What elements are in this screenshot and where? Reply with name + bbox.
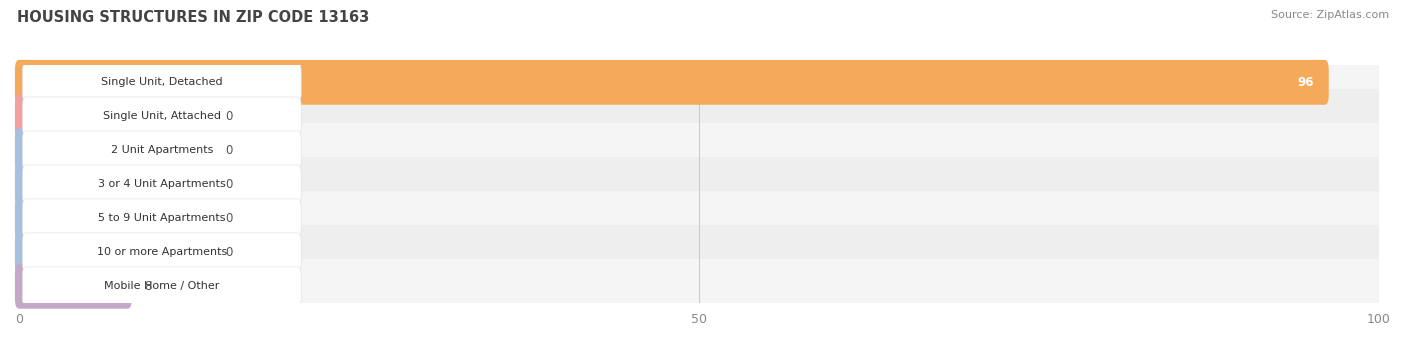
Text: 2 Unit Apartments: 2 Unit Apartments [111, 145, 212, 155]
FancyBboxPatch shape [15, 196, 214, 241]
FancyBboxPatch shape [22, 233, 301, 272]
FancyBboxPatch shape [15, 60, 1329, 105]
FancyBboxPatch shape [22, 165, 301, 204]
Text: 0: 0 [226, 110, 233, 123]
FancyBboxPatch shape [1, 225, 1396, 280]
Text: 8: 8 [145, 280, 152, 293]
FancyBboxPatch shape [22, 97, 301, 136]
Text: 0: 0 [226, 144, 233, 157]
FancyBboxPatch shape [15, 230, 214, 275]
FancyBboxPatch shape [15, 264, 132, 309]
Text: 96: 96 [1298, 76, 1313, 89]
FancyBboxPatch shape [15, 128, 214, 173]
FancyBboxPatch shape [22, 267, 301, 306]
FancyBboxPatch shape [1, 259, 1396, 313]
FancyBboxPatch shape [1, 123, 1396, 178]
FancyBboxPatch shape [15, 162, 214, 207]
FancyBboxPatch shape [1, 89, 1396, 144]
FancyBboxPatch shape [22, 199, 301, 238]
Text: 10 or more Apartments: 10 or more Apartments [97, 247, 226, 257]
FancyBboxPatch shape [1, 157, 1396, 211]
Text: 0: 0 [226, 178, 233, 191]
Text: 0: 0 [226, 246, 233, 259]
Text: Single Unit, Detached: Single Unit, Detached [101, 77, 222, 87]
Text: Source: ZipAtlas.com: Source: ZipAtlas.com [1271, 10, 1389, 20]
Text: Single Unit, Attached: Single Unit, Attached [103, 111, 221, 121]
Text: 5 to 9 Unit Apartments: 5 to 9 Unit Apartments [98, 213, 225, 223]
Text: HOUSING STRUCTURES IN ZIP CODE 13163: HOUSING STRUCTURES IN ZIP CODE 13163 [17, 10, 370, 25]
Text: 3 or 4 Unit Apartments: 3 or 4 Unit Apartments [98, 179, 226, 189]
FancyBboxPatch shape [1, 55, 1396, 109]
FancyBboxPatch shape [1, 191, 1396, 246]
FancyBboxPatch shape [15, 94, 214, 139]
FancyBboxPatch shape [22, 63, 301, 102]
Text: Mobile Home / Other: Mobile Home / Other [104, 281, 219, 291]
FancyBboxPatch shape [22, 131, 301, 170]
Text: 0: 0 [226, 212, 233, 225]
